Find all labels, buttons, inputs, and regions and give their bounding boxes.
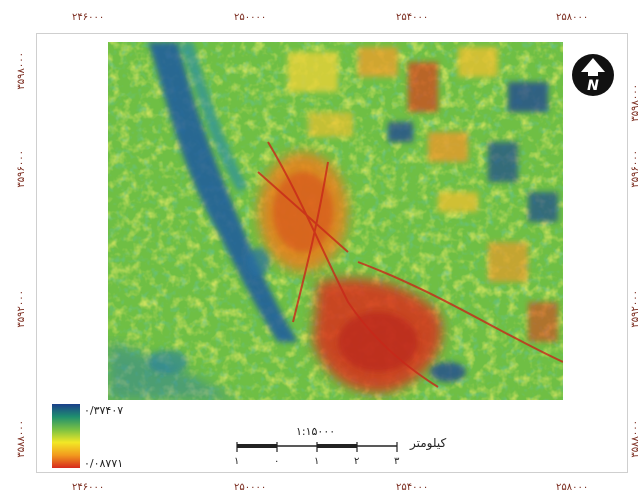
river-edge <box>178 42 248 192</box>
top-tick-4: ۲۵۸۰۰۰ <box>556 12 589 23</box>
scale-label-3: ۱ <box>314 456 320 467</box>
right-tick-4: ۳۵۸۸۰۰۰ <box>630 420 641 458</box>
bottom-tick-3: ۲۵۴۰۰۰ <box>396 482 429 493</box>
left-tick-1: ۳۵۹۸۰۰۰ <box>16 52 27 90</box>
legend-color-ramp <box>52 404 80 468</box>
bottom-tick-4: ۲۵۸۰۰۰ <box>556 482 589 493</box>
bottom-tick-2: ۲۵۰۰۰۰ <box>234 482 267 493</box>
ne-fields <box>288 47 558 342</box>
map-frame <box>36 33 628 473</box>
blue-spots <box>148 248 466 382</box>
scale-label-1: ۱ <box>234 456 240 467</box>
right-tick-1: ۳۵۹۸۰۰۰ <box>630 84 641 122</box>
index-raster-map <box>108 42 563 400</box>
roads <box>257 141 563 388</box>
scale-label-2: ۰ <box>274 456 280 467</box>
scale-label-4: ۲ <box>354 456 360 467</box>
scale-bar <box>236 442 398 452</box>
river-band <box>148 42 298 342</box>
left-tick-4: ۳۵۸۸۰۰۰ <box>16 420 27 458</box>
left-tick-3: ۳۵۹۲۰۰۰ <box>16 290 27 328</box>
north-arrow-icon: N <box>572 54 614 96</box>
top-tick-3: ۲۵۴۰۰۰ <box>396 12 429 23</box>
legend-min-label: ۰/۰۸۷۷۱ <box>84 457 124 470</box>
right-tick-2: ۳۵۹۶۰۰۰ <box>630 150 641 188</box>
scale-label-5: ۳ <box>394 456 400 467</box>
bottom-tick-1: ۲۴۶۰۰۰ <box>72 482 105 493</box>
top-tick-2: ۲۵۰۰۰۰ <box>234 12 267 23</box>
right-tick-3: ۳۵۹۲۰۰۰ <box>630 290 641 328</box>
urban-south-core <box>338 312 418 372</box>
top-tick-1: ۲۴۶۰۰۰ <box>72 12 105 23</box>
legend-max-label: ۰/۳۷۴۰۷ <box>84 404 124 417</box>
scale-ratio: ۱:۱۵۰۰۰ <box>296 425 336 438</box>
left-tick-2: ۳۵۹۶۰۰۰ <box>16 150 27 188</box>
north-label: N <box>587 78 599 94</box>
scale-unit-label: کیلومتر <box>410 436 447 450</box>
